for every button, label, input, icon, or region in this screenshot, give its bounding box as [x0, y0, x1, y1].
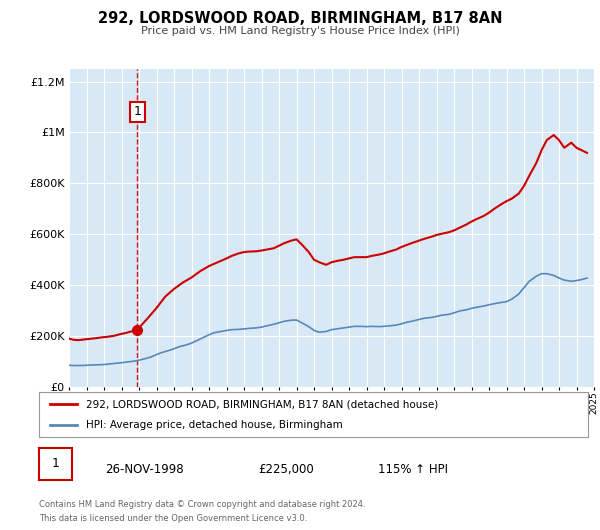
Text: 1: 1 — [52, 457, 59, 470]
Text: 292, LORDSWOOD ROAD, BIRMINGHAM, B17 8AN (detached house): 292, LORDSWOOD ROAD, BIRMINGHAM, B17 8AN… — [86, 400, 438, 409]
Text: Price paid vs. HM Land Registry's House Price Index (HPI): Price paid vs. HM Land Registry's House … — [140, 26, 460, 36]
Text: This data is licensed under the Open Government Licence v3.0.: This data is licensed under the Open Gov… — [39, 514, 307, 523]
Text: 292, LORDSWOOD ROAD, BIRMINGHAM, B17 8AN: 292, LORDSWOOD ROAD, BIRMINGHAM, B17 8AN — [98, 11, 502, 26]
Text: £225,000: £225,000 — [258, 463, 314, 475]
Text: 26-NOV-1998: 26-NOV-1998 — [105, 463, 184, 475]
Text: 1: 1 — [133, 105, 142, 118]
Text: 115% ↑ HPI: 115% ↑ HPI — [378, 463, 448, 475]
Text: HPI: Average price, detached house, Birmingham: HPI: Average price, detached house, Birm… — [86, 420, 343, 430]
Text: Contains HM Land Registry data © Crown copyright and database right 2024.: Contains HM Land Registry data © Crown c… — [39, 500, 365, 509]
